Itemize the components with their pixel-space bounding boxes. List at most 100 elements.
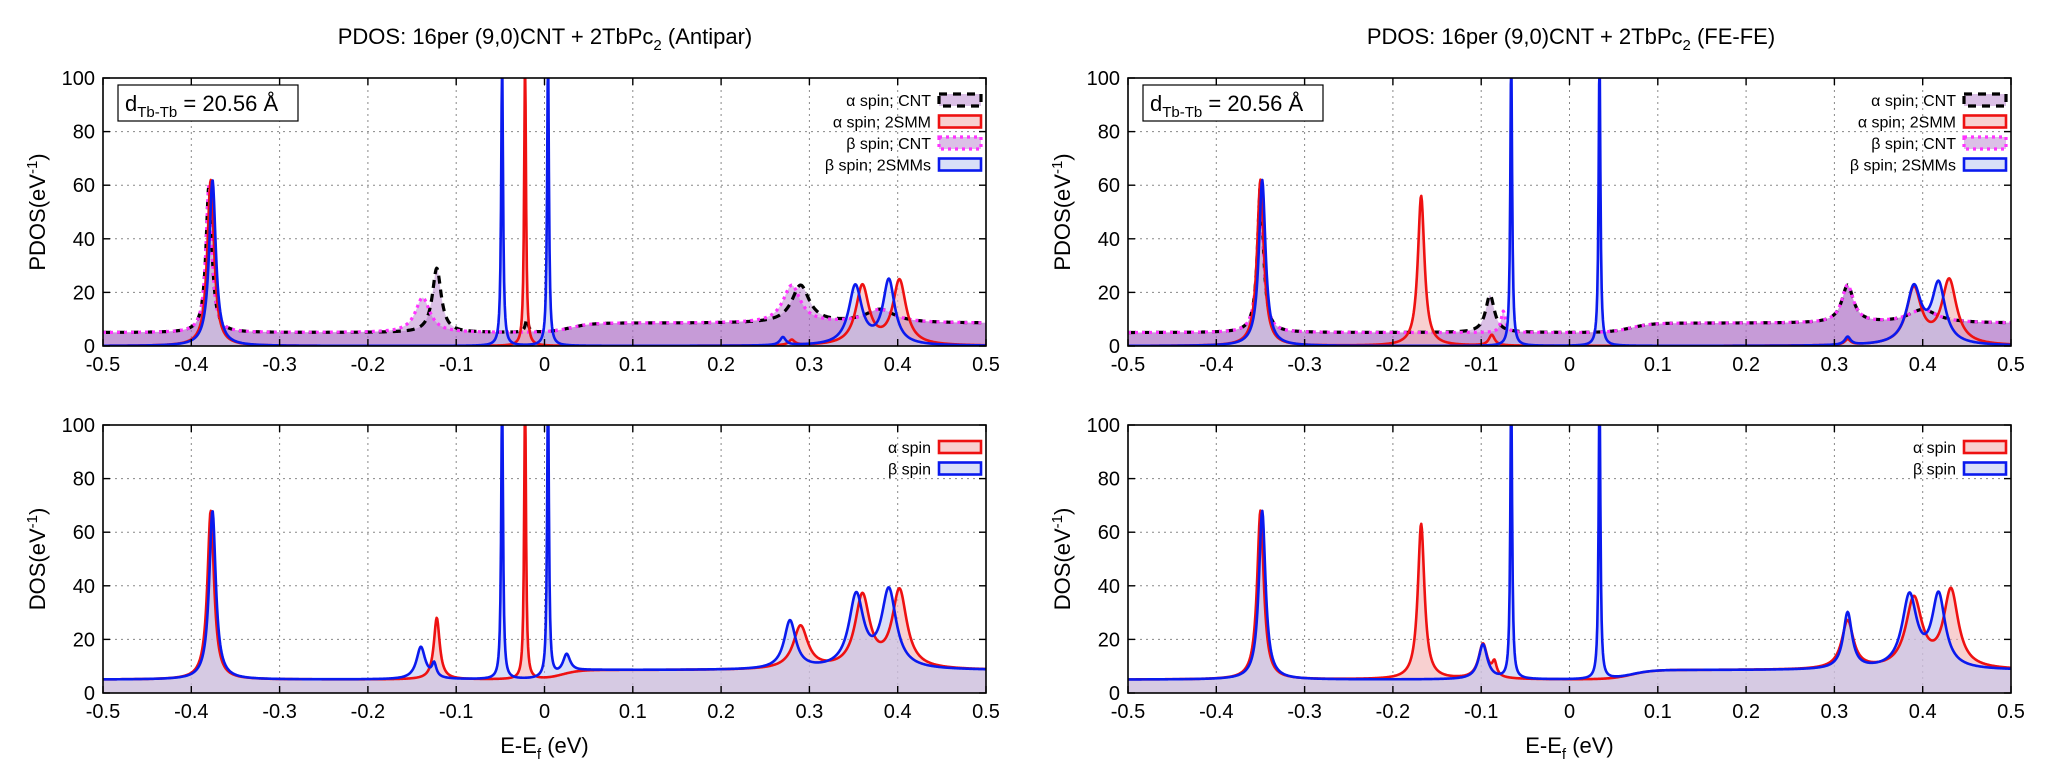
series-line-beta-cnt [1128,183,2011,335]
series-group-bottom-right [1128,425,2011,693]
x-tick-label: 0.4 [884,354,912,376]
panel-bottom-left: -0.5 -0.4 -0.3 -0.2 -0.1 0 0.1 0.2 0.3 0.4 0.5 0 20 4… [24,415,1000,763]
legend-swatch [937,114,983,129]
x-tick-label: 0.1 [619,701,647,723]
x-tick-label: 0.1 [1644,354,1672,376]
x-tick-label: 0 [1564,354,1575,376]
distance-annotation-box [117,84,299,122]
y-tick-label: 100 [62,68,95,90]
y-tick-label: 80 [1098,122,1120,144]
legend-swatch [1962,461,2008,476]
legend-swatch [1962,157,2008,172]
legend-label: α spin; CNT [846,93,931,110]
series-line-alpha-cnt [1128,183,2011,335]
legend-label: β spin; CNT [1871,136,1956,153]
x-tick-label: 0.3 [795,354,823,376]
legend-swatch [1962,92,2008,108]
legend-bottom-left: α spin β spin [888,439,983,479]
x-tick-label: -0.2 [1376,354,1410,376]
x-tick-label: -0.1 [439,701,473,723]
legend-top-right: α spin; CNT α spin; 2SMM β spin; CNT β spin… [1850,92,2008,175]
x-tick-label: -0.3 [1287,701,1321,723]
y-axis-label: PDOS(eV-1) [1049,153,1075,270]
x-tick-label: 0.2 [707,701,735,723]
x-tick-label: -0.5 [1111,354,1145,376]
y-axis-label: DOS(eV-1) [24,508,50,611]
x-tick-label: 0.4 [1909,701,1937,723]
grid-top-left [103,78,986,346]
legend-label: α spin [888,440,931,457]
x-tick-label: 0.5 [1997,701,2025,723]
y-tick-label: 100 [1087,68,1120,90]
legend-swatch [937,461,983,476]
x-tick-label: 0.1 [1644,701,1672,723]
legend-label: α spin [1913,440,1956,457]
legend-label: β spin [888,462,931,479]
x-tick-label: -0.4 [174,701,208,723]
y-tick-label: 40 [73,576,95,598]
y-tick-label: 0 [1109,683,1120,705]
y-tick-label: 100 [62,415,95,437]
y-tick-label: 100 [1087,415,1120,437]
distance-annotation: dTb-Tb = 20.56 Å [1150,91,1304,121]
legend-bottom-right: α spin β spin [1913,439,2008,479]
x-tick-label: 0.3 [795,701,823,723]
y-tick-label: 40 [1098,576,1120,598]
x-tick-label: 0.2 [1732,701,1760,723]
distance-annotation: dTb-Tb = 20.56 Å [125,91,279,121]
x-axis-label: E-Ef (eV) [1525,733,1614,763]
y-tick-label: 80 [73,469,95,491]
legend-label: α spin; 2SMM [833,115,931,132]
y-tick-label: 80 [1098,469,1120,491]
left-figure-title: PDOS: 16per (9,0)CNT + 2TbPc2 (Antipar) [338,24,753,54]
series-group-bottom-left [103,425,986,693]
series-group-top-right [1128,78,2011,346]
legend-top-left: α spin; CNT α spin; 2SMM β spin; CNT β spin… [825,92,983,175]
legend-swatch [1962,439,2008,455]
y-tick-label: 20 [1098,629,1120,651]
series-line-beta [1128,425,2011,681]
x-tick-label: 0.2 [1732,354,1760,376]
x-tick-label: 0.1 [619,354,647,376]
y-tick-label: 40 [1098,229,1120,251]
panel-top-right: -0.5 -0.4 -0.3 -0.2 -0.1 0 0.1 0.2 0.3 0.4 0.5 0 20 4… [1049,68,2025,376]
series-line-beta [103,425,986,681]
y-tick-label: 0 [84,336,95,358]
y-tick-label: 60 [1098,522,1120,544]
y-tick-label: 60 [1098,175,1120,197]
x-tick-label: -0.4 [1199,354,1233,376]
x-tick-label: -0.5 [86,701,120,723]
legend-label: β spin [1913,462,1956,479]
legend-swatch [1962,135,2008,151]
x-tick-label: -0.4 [1199,701,1233,723]
legend-label: β spin; 2SMMs [1850,158,1956,175]
x-tick-label: 0.5 [972,354,1000,376]
y-tick-label: 60 [73,175,95,197]
y-tick-label: 20 [73,629,95,651]
legend-label: β spin; 2SMMs [825,158,931,175]
x-tick-label: 0.4 [1909,354,1937,376]
x-tick-label: 0.3 [1820,354,1848,376]
x-tick-label: -0.1 [1464,354,1498,376]
x-tick-label: 0 [1564,701,1575,723]
x-tick-label: 0.5 [1997,354,2025,376]
legend-label: α spin; CNT [1871,93,1956,110]
legend-swatch [937,92,983,108]
x-tick-label: -0.2 [1376,701,1410,723]
series-line-beta [103,78,986,346]
y-tick-label: 20 [73,282,95,304]
series-fill-beta [1128,78,2011,346]
x-tick-label: -0.1 [439,354,473,376]
legend-swatch [937,157,983,172]
x-tick-label: 0 [539,701,550,723]
x-tick-label: -0.3 [262,354,296,376]
y-tick-label: 80 [73,122,95,144]
y-axis-label: PDOS(eV-1) [24,153,50,270]
panel-bottom-right: -0.5 -0.4 -0.3 -0.2 -0.1 0 0.1 0.2 0.3 0.4 0.5 0 20 4… [1049,415,2025,763]
y-tick-label: 40 [73,229,95,251]
x-tick-label: 0.4 [884,701,912,723]
x-tick-label: 0.3 [1820,701,1848,723]
x-tick-label: -0.3 [262,701,296,723]
